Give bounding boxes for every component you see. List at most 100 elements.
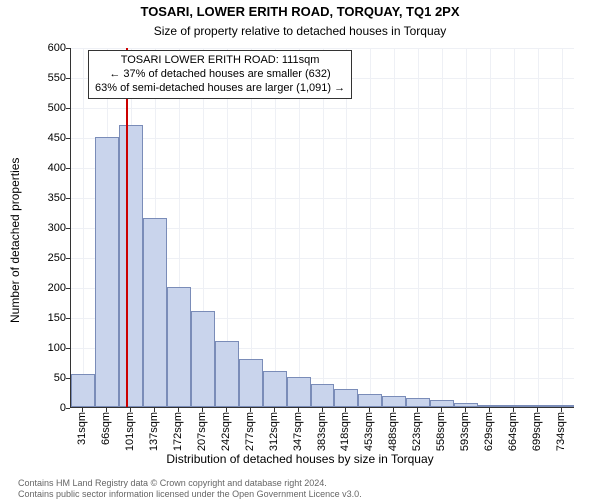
histogram-bar: [143, 218, 167, 407]
x-tick-mark: [154, 408, 155, 412]
gridline-v: [418, 48, 419, 407]
histogram-bar: [95, 137, 119, 407]
annotation-line-2: ← 37% of detached houses are smaller (63…: [95, 68, 345, 82]
x-tick-mark: [298, 408, 299, 412]
y-tick-mark: [66, 378, 70, 379]
y-tick-mark: [66, 138, 70, 139]
y-tick-label: 50: [26, 372, 66, 384]
histogram-bar: [287, 377, 311, 407]
x-tick-label: 418sqm: [339, 412, 351, 451]
gridline-v: [323, 48, 324, 407]
histogram-bar: [478, 405, 502, 407]
y-tick-label: 200: [26, 282, 66, 294]
y-tick-mark: [66, 168, 70, 169]
y-tick-mark: [66, 78, 70, 79]
x-tick-mark: [178, 408, 179, 412]
chart-subtitle: Size of property relative to detached ho…: [0, 24, 600, 38]
histogram-bar: [526, 405, 550, 407]
x-tick-label: 101sqm: [124, 412, 136, 451]
x-tick-mark: [561, 408, 562, 412]
y-tick-label: 350: [26, 192, 66, 204]
x-tick-mark: [417, 408, 418, 412]
gridline-v: [562, 48, 563, 407]
x-tick-mark: [226, 408, 227, 412]
x-tick-label: 734sqm: [555, 412, 567, 451]
histogram-bar: [382, 396, 406, 407]
histogram-bar: [406, 398, 430, 407]
reference-line: [126, 48, 128, 407]
x-tick-label: 558sqm: [435, 412, 447, 451]
x-tick-mark: [393, 408, 394, 412]
x-tick-mark: [274, 408, 275, 412]
histogram-bar: [454, 403, 478, 407]
y-tick-mark: [66, 108, 70, 109]
histogram-bar: [263, 371, 287, 407]
histogram-bar: [167, 287, 191, 407]
gridline-v: [346, 48, 347, 407]
y-tick-mark: [66, 228, 70, 229]
x-tick-mark: [537, 408, 538, 412]
x-tick-label: 66sqm: [100, 412, 112, 445]
y-axis-label: Number of detached properties: [8, 158, 22, 323]
gridline-v: [514, 48, 515, 407]
x-tick-label: 242sqm: [220, 412, 232, 451]
plot-area: [70, 48, 574, 408]
gridline-v: [490, 48, 491, 407]
y-tick-label: 300: [26, 222, 66, 234]
y-tick-label: 250: [26, 252, 66, 264]
x-tick-label: 347sqm: [292, 412, 304, 451]
footer-attribution: Contains HM Land Registry data © Crown c…: [18, 478, 362, 499]
x-tick-mark: [82, 408, 83, 412]
gridline-v: [538, 48, 539, 407]
y-tick-label: 500: [26, 102, 66, 114]
x-tick-mark: [513, 408, 514, 412]
histogram-bar: [502, 405, 526, 407]
x-tick-label: 453sqm: [363, 412, 375, 451]
x-tick-label: 629sqm: [483, 412, 495, 451]
histogram-bar: [311, 384, 335, 407]
x-tick-mark: [345, 408, 346, 412]
gridline-v: [299, 48, 300, 407]
histogram-bar: [334, 389, 358, 407]
y-tick-mark: [66, 318, 70, 319]
histogram-bar: [550, 405, 574, 407]
histogram-bar: [430, 400, 454, 407]
histogram-bar: [358, 394, 382, 407]
gridline-v: [251, 48, 252, 407]
y-tick-label: 150: [26, 312, 66, 324]
chart-title: TOSARI, LOWER ERITH ROAD, TORQUAY, TQ1 2…: [0, 4, 600, 19]
y-tick-mark: [66, 258, 70, 259]
histogram-bar: [71, 374, 95, 407]
histogram-bar: [215, 341, 239, 407]
x-tick-label: 137sqm: [148, 412, 160, 451]
x-tick-label: 593sqm: [459, 412, 471, 451]
footer-line-1: Contains HM Land Registry data © Crown c…: [18, 478, 362, 488]
y-tick-label: 0: [26, 402, 66, 414]
y-tick-mark: [66, 408, 70, 409]
y-tick-label: 600: [26, 42, 66, 54]
gridline-v: [275, 48, 276, 407]
x-tick-mark: [369, 408, 370, 412]
x-tick-mark: [489, 408, 490, 412]
annotation-box: TOSARI LOWER ERITH ROAD: 111sqm ← 37% of…: [88, 50, 352, 99]
y-tick-label: 100: [26, 342, 66, 354]
annotation-line-1: TOSARI LOWER ERITH ROAD: 111sqm: [95, 54, 345, 68]
y-tick-mark: [66, 348, 70, 349]
x-tick-mark: [106, 408, 107, 412]
x-tick-label: 31sqm: [76, 412, 88, 445]
x-tick-label: 383sqm: [316, 412, 328, 451]
x-tick-mark: [322, 408, 323, 412]
x-tick-label: 277sqm: [244, 412, 256, 451]
histogram-bar: [119, 125, 143, 407]
x-tick-mark: [441, 408, 442, 412]
y-tick-mark: [66, 198, 70, 199]
x-tick-mark: [130, 408, 131, 412]
y-tick-label: 400: [26, 162, 66, 174]
x-axis-label: Distribution of detached houses by size …: [0, 452, 600, 466]
x-tick-mark: [202, 408, 203, 412]
annotation-line-3: 63% of semi-detached houses are larger (…: [95, 82, 345, 96]
histogram-bar: [239, 359, 263, 407]
histogram-bar: [191, 311, 215, 407]
x-tick-label: 488sqm: [387, 412, 399, 451]
y-tick-mark: [66, 48, 70, 49]
